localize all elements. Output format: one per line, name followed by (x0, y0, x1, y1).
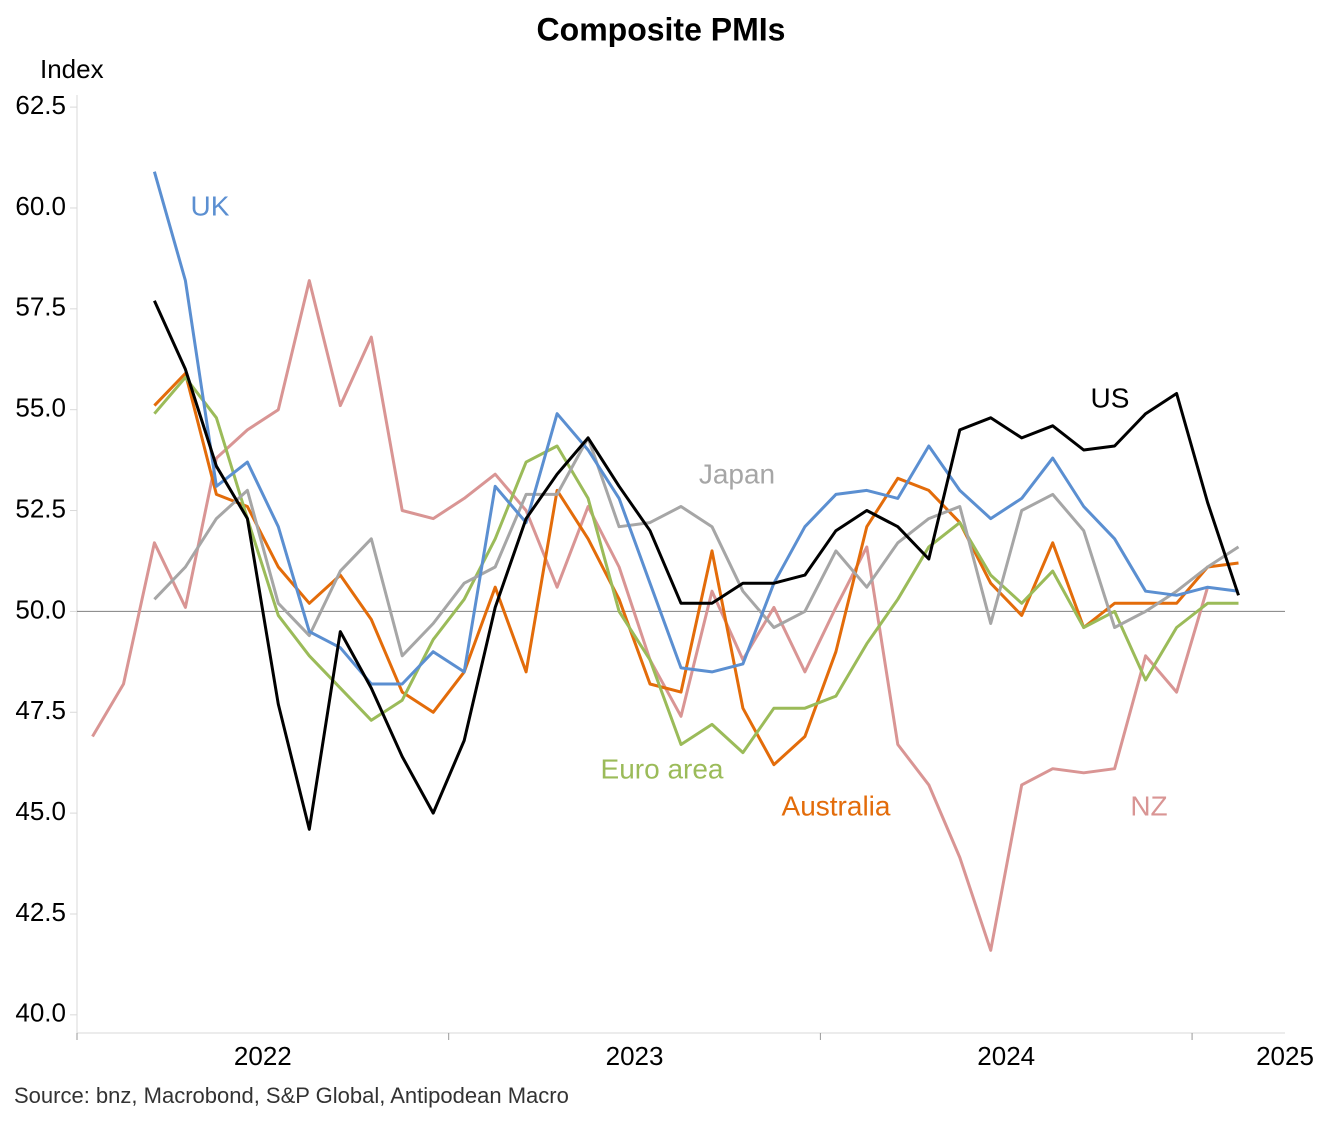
y-tick-label: 42.5 (15, 897, 66, 927)
y-tick-label: 62.5 (15, 90, 66, 120)
y-tick-label: 55.0 (15, 393, 66, 423)
y-tick-label: 52.5 (15, 493, 66, 523)
series-line (152, 171, 1239, 686)
series-line (153, 436, 1240, 658)
series-label: Japan (699, 458, 775, 489)
x-tick-label: 2023 (606, 1041, 664, 1071)
y-tick-label: 40.0 (15, 998, 66, 1028)
x-tick-label: 2024 (977, 1041, 1035, 1071)
series-line (91, 279, 1210, 952)
series-line (153, 300, 1240, 831)
series-label: Australia (782, 790, 891, 821)
series-line (153, 371, 1239, 767)
chart-title: Composite PMIs (537, 11, 786, 47)
y-tick-label: 47.5 (15, 695, 66, 725)
y-tick-label: 60.0 (15, 191, 66, 221)
source: Source: bnz, Macrobond, S&P Global, Anti… (14, 1083, 569, 1108)
y-axis-label: Index (40, 54, 104, 84)
series-label: UK (191, 190, 230, 221)
y-tick-label: 45.0 (15, 796, 66, 826)
series-line (153, 375, 1239, 755)
y-tick-label: 57.5 (15, 292, 66, 322)
series-label: Euro area (601, 753, 724, 784)
x-tick-label: 2022 (234, 1041, 292, 1071)
y-tick-label: 50.0 (15, 594, 66, 624)
series-label: US (1091, 382, 1130, 413)
x-tick-label: 2025 (1256, 1041, 1314, 1071)
series-label: NZ (1130, 790, 1167, 821)
